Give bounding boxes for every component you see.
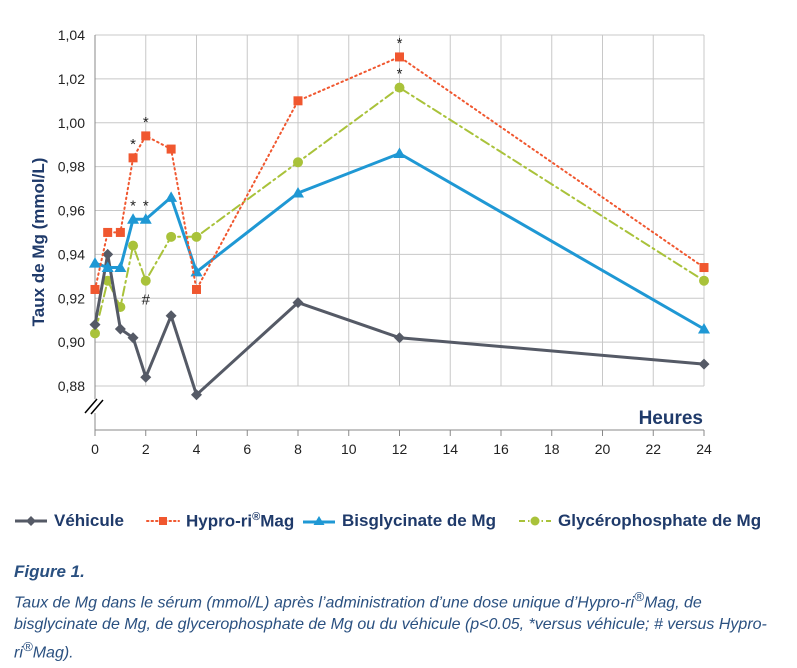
y-tick-label: 1,00 (58, 115, 85, 131)
x-tick-label: 4 (193, 441, 201, 457)
figure-caption: Figure 1. Taux de Mg dans le sérum (mmol… (14, 562, 789, 665)
y-tick-label: 0,96 (58, 203, 85, 219)
data-point-diamond (89, 319, 101, 331)
data-point-triangle (292, 186, 304, 198)
line-chart: 0,880,900,920,940,960,981,001,021,040 2 4 6… (29, 27, 712, 457)
y-tick-label: 0,98 (58, 159, 85, 175)
series-diamond (89, 248, 710, 401)
legend-item-hypro-ri-mag: Hypro-ri®Mag (146, 506, 294, 536)
x-tick-label: 6 (243, 441, 251, 457)
series-line (93, 252, 705, 397)
legend-marker-circle-icon (519, 516, 551, 526)
star-annotation: * (143, 114, 149, 131)
data-point-triangle (139, 213, 152, 224)
data-point-square (128, 153, 138, 163)
data-point-circle (293, 157, 303, 168)
hash-annotation: # (142, 292, 151, 309)
data-point-diamond (114, 323, 126, 335)
x-tick-label: 8 (294, 441, 302, 457)
y-tick-label: 1,02 (58, 71, 85, 87)
data-point-square (699, 263, 709, 273)
data-point-circle (140, 275, 151, 286)
legend-item-vehicule: Véhicule (14, 506, 124, 536)
data-point-diamond (140, 371, 152, 383)
y-tick-label: 0,90 (58, 334, 85, 350)
axis-break-mark (84, 398, 98, 414)
x-tick-label: 12 (392, 441, 408, 457)
significance-annotations: * * * * * * # (130, 35, 402, 309)
legend-label-bisglycinate: Bisglycinate de Mg (342, 511, 496, 530)
data-point-square (395, 52, 404, 62)
legend-label-vehicule: Véhicule (54, 511, 124, 530)
data-point-diamond (394, 332, 405, 344)
data-point-diamond (165, 310, 177, 322)
legend-marker-diamond-icon (15, 516, 47, 526)
data-point-triangle (393, 147, 406, 158)
x-tick-label: 24 (696, 441, 712, 457)
x-tick-label: 2 (142, 441, 150, 457)
legend-item-bisglycinate: Bisglycinate de Mg (302, 506, 496, 536)
data-point-diamond (102, 248, 114, 260)
y-tick-label: 1,04 (58, 27, 85, 43)
y-tick-label: 0,88 (58, 378, 85, 394)
data-point-square (115, 227, 125, 237)
x-tick-label: 22 (645, 441, 661, 457)
data-point-square (90, 284, 100, 294)
legend-marker-square-icon (146, 517, 180, 525)
y-axis-label: Taux de Mg (mmol/L) (29, 158, 48, 327)
data-point-circle (128, 240, 139, 251)
x-axis-label: Heures (639, 408, 703, 429)
caption-text: Taux de Mg dans le sérum (mmol/L) après … (14, 589, 767, 662)
legend-label-hypro-ri-mag: Hypro-ri®Mag (186, 510, 295, 531)
series-line (94, 55, 705, 291)
series-square (90, 52, 709, 294)
data-point-circle (102, 275, 113, 286)
data-point-triangle (165, 191, 178, 202)
data-point-triangle (127, 213, 140, 224)
caption-title: Figure 1. (14, 562, 85, 581)
data-point-circle (394, 82, 405, 93)
data-point-triangle (101, 261, 114, 273)
data-point-square (103, 227, 113, 237)
data-point-triangle (114, 261, 127, 273)
data-point-diamond (292, 297, 304, 309)
data-point-diamond (127, 332, 139, 344)
data-point-diamond (698, 358, 710, 370)
star-annotation: * (130, 197, 136, 214)
x-tick-label: 10 (341, 441, 357, 457)
x-tick-label: 0 (91, 441, 99, 457)
x-tick-label: 18 (544, 441, 560, 457)
star-annotation: * (397, 35, 403, 52)
x-tick-label: 16 (493, 441, 509, 457)
data-point-diamond (191, 389, 202, 401)
series-line (94, 86, 705, 335)
data-point-circle (191, 231, 202, 242)
legend: Véhicule Hypro-ri®Mag Bisglycinate de Mg… (14, 506, 794, 536)
legend-label-glycerophosphate: Glycérophosphate de Mg (558, 511, 762, 530)
x-tick-label: 20 (595, 441, 611, 457)
axis-break-mark (90, 399, 104, 415)
series-line (94, 152, 705, 331)
axes: 0,880,900,920,940,960,981,001,021,040 2 4 6… (58, 27, 712, 457)
star-annotation: * (397, 66, 403, 83)
series-triangle (89, 147, 710, 334)
legend-marker-triangle-icon (303, 516, 335, 525)
data-point-triangle (89, 257, 101, 268)
data-point-square (192, 284, 201, 294)
data-point-square (293, 96, 303, 106)
data-point-triangle (698, 322, 710, 334)
data-point-square (166, 144, 176, 154)
y-tick-label: 0,92 (58, 290, 85, 306)
data-point-circle (90, 328, 100, 339)
data-point-square (141, 131, 151, 141)
star-annotation: * (130, 136, 136, 153)
series-circle (90, 82, 709, 339)
legend-item-glycerophosphate: Glycérophosphate de Mg (518, 506, 761, 536)
data-point-circle (699, 275, 709, 286)
star-annotation: * (143, 197, 149, 214)
series-layer (89, 52, 710, 401)
y-tick-label: 0,94 (58, 246, 85, 262)
data-point-circle (166, 231, 177, 242)
x-tick-label: 14 (442, 441, 458, 457)
